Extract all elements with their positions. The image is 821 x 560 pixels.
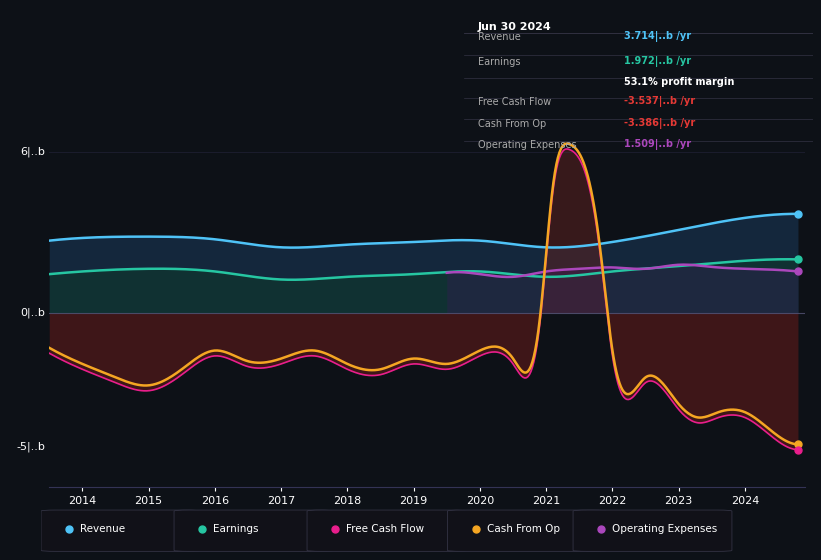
Text: Cash From Op: Cash From Op [478, 119, 546, 129]
Text: Operating Expenses: Operating Expenses [612, 524, 718, 534]
FancyBboxPatch shape [307, 510, 466, 552]
Text: Earnings: Earnings [213, 524, 259, 534]
Text: Free Cash Flow: Free Cash Flow [478, 97, 551, 107]
Text: -3.386|..b /yr: -3.386|..b /yr [624, 118, 695, 129]
Text: 1.509|..b /yr: 1.509|..b /yr [624, 139, 691, 150]
FancyBboxPatch shape [447, 510, 606, 552]
Text: 53.1% profit margin: 53.1% profit margin [624, 77, 735, 87]
Text: Revenue: Revenue [80, 524, 126, 534]
Text: Cash From Op: Cash From Op [487, 524, 560, 534]
FancyBboxPatch shape [41, 510, 200, 552]
Text: 3.714|..b /yr: 3.714|..b /yr [624, 31, 691, 43]
Text: -3.537|..b /yr: -3.537|..b /yr [624, 96, 695, 107]
Text: Earnings: Earnings [478, 57, 521, 67]
FancyBboxPatch shape [174, 510, 333, 552]
Text: Free Cash Flow: Free Cash Flow [346, 524, 424, 534]
Text: Revenue: Revenue [478, 32, 521, 43]
Text: -5|..b: -5|..b [16, 442, 45, 452]
Text: 6|..b: 6|..b [21, 147, 45, 157]
FancyBboxPatch shape [573, 510, 732, 552]
Text: Operating Expenses: Operating Expenses [478, 140, 576, 150]
Text: 0|..b: 0|..b [21, 308, 45, 318]
Text: 1.972|..b /yr: 1.972|..b /yr [624, 56, 691, 67]
Text: Jun 30 2024: Jun 30 2024 [478, 22, 552, 32]
